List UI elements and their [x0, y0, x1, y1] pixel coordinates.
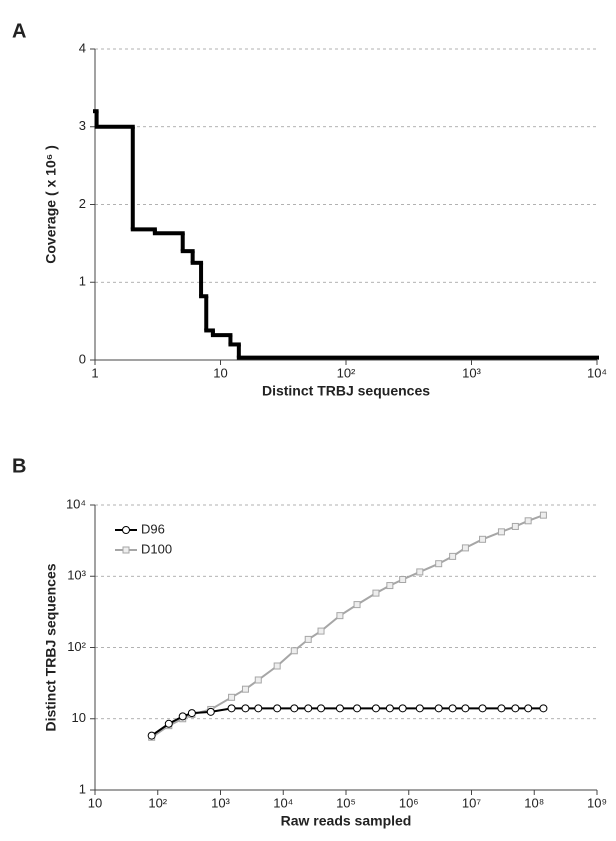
panel-label: A [12, 20, 26, 42]
x-tick-label: 10 [88, 795, 102, 810]
point [241, 704, 250, 713]
point [273, 662, 281, 670]
point [317, 704, 326, 713]
point [164, 719, 173, 728]
point [304, 635, 312, 643]
point [449, 552, 457, 560]
y-tick-label: 10 [72, 710, 86, 725]
point [497, 528, 505, 536]
point [371, 704, 380, 713]
point [435, 560, 443, 568]
point [399, 576, 407, 584]
x-tick-label: 10 [213, 365, 227, 380]
y-tick-label: 10³ [67, 568, 86, 583]
point [178, 712, 187, 721]
y-tick-label: 4 [79, 40, 86, 55]
point [461, 544, 469, 552]
point [416, 568, 424, 576]
x-tick-label: 10³ [462, 365, 481, 380]
point [206, 707, 215, 716]
point [290, 647, 298, 655]
point [511, 522, 519, 530]
point [304, 704, 313, 713]
y-tick-label: 1 [79, 274, 86, 289]
y-axis-title: Distinct TRBJ sequences [43, 563, 59, 731]
point [273, 704, 282, 713]
point [227, 704, 236, 713]
point [317, 627, 325, 635]
x-tick-label: 10⁷ [462, 795, 481, 810]
series-line [151, 514, 544, 739]
legend-label: D100 [141, 541, 172, 556]
y-tick-label: 0 [79, 351, 86, 366]
y-tick-label: 3 [79, 118, 86, 133]
x-tick-label: 10⁸ [524, 795, 544, 810]
x-tick-label: 10⁹ [587, 795, 607, 810]
point [398, 704, 407, 713]
x-tick-label: 1 [91, 365, 98, 380]
x-tick-label: 10⁶ [399, 795, 419, 810]
point [353, 601, 361, 609]
point [241, 685, 249, 693]
point [448, 704, 457, 713]
y-axis-title: Coverage ( x 10⁶ ) [43, 145, 59, 264]
x-tick-label: 10⁴ [587, 365, 607, 380]
point [372, 589, 380, 597]
point [147, 731, 156, 740]
point [524, 517, 532, 525]
point [539, 704, 548, 713]
point [336, 612, 344, 620]
x-axis-title: Distinct TRBJ sequences [262, 383, 430, 399]
point [478, 704, 487, 713]
point [415, 704, 424, 713]
point [228, 693, 236, 701]
point [353, 704, 362, 713]
y-tick-label: 10⁴ [66, 496, 86, 511]
legend-marker [122, 526, 130, 534]
point [461, 704, 470, 713]
y-tick-label: 10² [67, 639, 86, 654]
point [511, 704, 520, 713]
y-tick-label: 1 [79, 781, 86, 796]
point [539, 511, 547, 519]
point [254, 676, 262, 684]
point [386, 582, 394, 590]
point [254, 704, 263, 713]
point [497, 704, 506, 713]
x-axis-title: Raw reads sampled [281, 813, 412, 829]
x-tick-label: 10⁵ [336, 795, 356, 810]
x-tick-label: 10² [148, 795, 167, 810]
x-tick-label: 10³ [211, 795, 230, 810]
point [335, 704, 344, 713]
point [187, 709, 196, 718]
legend-label: D96 [141, 521, 165, 536]
legend-marker [122, 546, 130, 554]
point [385, 704, 394, 713]
point [479, 535, 487, 543]
y-tick-label: 2 [79, 196, 86, 211]
point [290, 704, 299, 713]
x-tick-label: 10⁴ [273, 795, 293, 810]
panel-label: B [12, 455, 26, 477]
point [434, 704, 443, 713]
x-tick-label: 10² [337, 365, 356, 380]
point [524, 704, 533, 713]
